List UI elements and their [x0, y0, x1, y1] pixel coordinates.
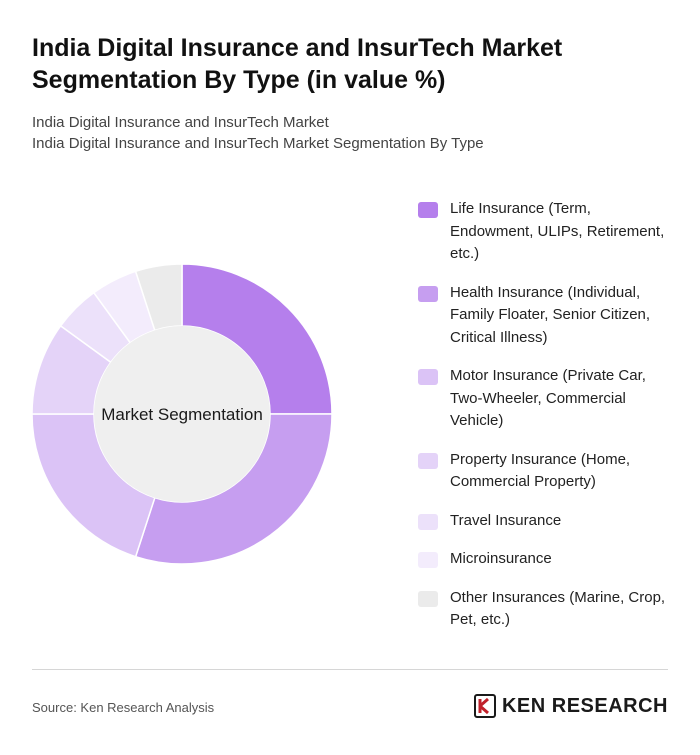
- legend-item: Microinsurance: [418, 548, 678, 571]
- legend-swatch: [418, 369, 438, 385]
- ken-research-logo-text: KEN RESEARCH: [501, 694, 668, 717]
- legend-swatch: [418, 285, 438, 302]
- legend-label: Motor Insurance (Private Car, Two-Wheele…: [450, 367, 646, 429]
- footer-divider: [32, 669, 668, 670]
- chart-title: India Digital Insurance and InsurTech Ma…: [32, 34, 563, 94]
- legend-label: Health Insurance (Individual, Family Flo…: [450, 283, 651, 346]
- legend-item: Life Insurance (Term, Endowment, ULIPs, …: [418, 198, 678, 266]
- subtitle-line-2: India Digital Insurance and InsurTech Ma…: [32, 135, 484, 152]
- legend-label: Microinsurance: [450, 550, 552, 567]
- legend-swatch: [418, 590, 438, 607]
- legend-label: Other Insurances (Marine, Crop, Pet, etc…: [450, 588, 666, 629]
- legend-swatch: [418, 452, 438, 469]
- legend-item: Property Insurance (Home, Commercial Pro…: [418, 449, 678, 494]
- donut-chart: Market Segmentation: [31, 263, 333, 565]
- legend-item: Travel Insurance: [418, 510, 678, 533]
- legend-item: Motor Insurance (Private Car, Two-Wheele…: [418, 365, 678, 433]
- legend-label: Travel Insurance: [450, 511, 562, 529]
- center-label: Market Segmentation: [101, 405, 263, 424]
- legend-swatch: [418, 513, 438, 530]
- donut-center: [94, 326, 270, 502]
- subtitle-line-1: India Digital Insurance and InsurTech Ma…: [32, 114, 329, 131]
- legend-label: Life Insurance (Term, Endowment, ULIPs, …: [450, 200, 665, 262]
- legend-swatch: [418, 202, 438, 218]
- chart-subtitle: India Digital Insurance and InsurTech Ma…: [32, 112, 672, 154]
- legend-item: Other Insurances (Marine, Crop, Pet, etc…: [418, 587, 678, 632]
- legend-label: Property Insurance (Home, Commercial Pro…: [450, 450, 631, 491]
- ken-research-logo-icon: [473, 694, 496, 718]
- chart-legend: Life Insurance (Term, Endowment, ULIPs, …: [418, 198, 678, 648]
- legend-item: Health Insurance (Individual, Family Flo…: [418, 282, 678, 350]
- ken-research-logo: KEN RESEARCH: [473, 694, 668, 718]
- legend-swatch: [418, 552, 438, 568]
- source-note: Source: Ken Research Analysis: [32, 700, 215, 715]
